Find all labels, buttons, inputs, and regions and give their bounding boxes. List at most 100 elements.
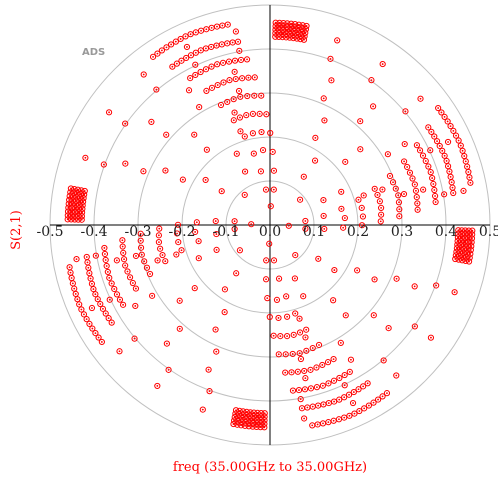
data-point [83,253,90,261]
tick-label: -0.4 [81,224,108,240]
data-point [138,251,145,258]
data-point [217,101,225,109]
data-point [395,199,403,206]
data-point [202,66,210,73]
data-point [231,225,238,233]
data-point [438,109,445,116]
data-point [312,134,319,141]
data-point [297,196,304,203]
data-point [389,179,397,186]
data-point [178,247,185,254]
data-point [275,33,282,40]
data-point [330,398,338,405]
data-point [386,172,394,180]
data-point [427,169,434,176]
data-point [229,39,236,46]
data-point [197,47,204,54]
data-point [85,264,92,271]
data-point [132,285,140,292]
data-point [258,128,265,136]
data-point [155,239,163,246]
data-point [351,410,358,417]
data-point [232,75,239,83]
data-point [284,313,291,320]
data-point [409,175,416,182]
data-point [168,41,175,48]
data-point [300,293,307,300]
data-point [126,274,134,281]
data-point [277,333,284,340]
data-point [116,348,123,355]
data-point [330,377,338,384]
data-point [243,408,250,415]
data-point [239,75,246,82]
data-point [436,142,443,150]
data-point [319,420,327,427]
data-point [196,104,203,111]
data-point [433,282,440,289]
data-point [111,285,118,293]
data-point [385,325,392,332]
data-point [341,382,348,389]
data-point [187,31,194,38]
data-point [86,270,93,277]
data-point [428,128,435,135]
data-point [374,396,382,403]
data-point [213,230,220,238]
data-point [270,332,277,339]
data-point [149,53,157,60]
data-point [120,249,127,256]
data-point [72,290,79,298]
data-point [185,87,193,94]
data-point [364,380,371,387]
data-point [416,147,424,154]
data-point [444,118,451,125]
tick-label: 0.5 [479,224,498,240]
data-point [176,325,183,332]
data-point [336,396,343,403]
data-point [244,92,251,100]
data-point [89,325,96,332]
data-point [122,120,129,127]
data-point [309,422,316,429]
data-point [154,50,161,57]
data-point [192,61,199,68]
data-point [331,266,338,274]
polar-axes [50,5,490,445]
data-point [158,47,166,54]
data-point [315,402,322,409]
data-point [320,196,327,204]
data-point [263,257,270,264]
data-point [300,36,308,43]
data-point [208,63,215,70]
data-point [270,167,278,174]
data-point [448,179,455,186]
data-point [314,421,321,428]
data-point [213,42,220,49]
data-point [119,237,126,244]
data-point [140,71,147,78]
data-point [84,259,91,266]
data-point [301,367,308,375]
data-point [356,407,363,415]
data-point [374,191,381,199]
data-point [221,309,228,316]
data-point [87,275,94,282]
data-point [224,40,231,47]
data-point [104,268,111,276]
data-point [79,205,86,213]
data-point [396,213,403,220]
data-point [347,356,355,363]
data-point [202,45,210,52]
data-point [321,225,328,233]
data-point [105,109,113,116]
data-point [243,56,251,63]
data-point [357,118,364,125]
data-point [341,394,348,401]
data-point [88,280,96,287]
data-point [325,399,332,407]
data-point [236,47,243,54]
data-point [454,241,461,248]
data-point [272,33,279,40]
data-point [297,36,304,43]
